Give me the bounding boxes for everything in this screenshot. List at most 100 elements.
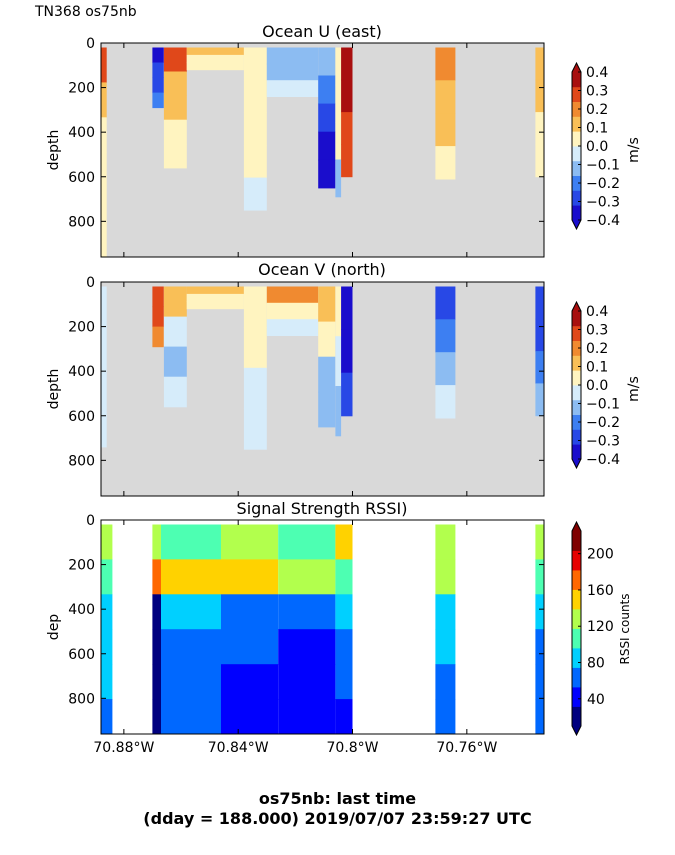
colorbar-segment (572, 687, 581, 707)
heatmap-cell (435, 594, 456, 630)
heatmap-cell (318, 286, 336, 323)
colorbar-segment (572, 101, 581, 117)
colorbar-tick-label: −0.3 (586, 434, 620, 450)
colorbar-tick-label: −0.1 (586, 397, 620, 413)
heatmap-cell (335, 159, 342, 198)
heatmap-cell (266, 286, 319, 304)
colorbar-extend-top (572, 302, 581, 311)
colorbar-tick-label: 200 (587, 547, 614, 563)
footer-title: os75nb: last time (258, 789, 417, 808)
footer-subtitle: (dday = 188.000) 2019/07/07 23:59:27 UTC (143, 809, 532, 828)
colorbar-segment (572, 667, 581, 688)
heatmap-cell (335, 47, 342, 86)
colorbar-extend-bottom (572, 726, 581, 735)
heatmap-cell (535, 559, 544, 595)
colorbar-extend-top (572, 63, 581, 72)
heatmap-cell (101, 187, 107, 223)
heatmap-cell (341, 47, 353, 81)
y-tick-label: 800 (68, 453, 95, 469)
colorbar-segment (572, 628, 581, 649)
heatmap-cell (163, 47, 187, 73)
heatmap-cell (243, 177, 267, 211)
y-axis: 0 200 400 600 800 (68, 36, 544, 230)
colorbar-extend-bottom (572, 459, 581, 468)
colorbar-segment (572, 190, 581, 206)
y-axis: 0 200 400 600 800 (68, 275, 544, 469)
heatmap-cell (335, 559, 353, 595)
panel-title: Ocean U (east) (262, 22, 382, 41)
heatmap-cell (101, 594, 113, 630)
y-axis-label: depth (46, 369, 62, 410)
colorbar: 0.4 0.3 0.2 0.1 0.0 −0.1 −0.2 −0.3 −0.4 (571, 300, 620, 470)
heatmap-cell (341, 144, 353, 178)
heatmap-cell (535, 79, 544, 113)
colorbar-segment (572, 116, 581, 132)
heatmap-cell (266, 47, 319, 65)
heatmap-cell (101, 82, 107, 118)
heatmap-cell (101, 286, 107, 328)
colorbar-segment (572, 72, 581, 88)
y-axis: 0 200 400 600 800 (68, 513, 544, 707)
heatmap-cell (318, 391, 336, 428)
heatmap-cell (266, 80, 319, 97)
heatmap-cell (161, 524, 221, 560)
heatmap-cell (101, 47, 107, 83)
heatmap-cell (221, 629, 279, 665)
heatmap-cells (101, 47, 544, 257)
colorbar-tick-label: 0.1 (586, 360, 608, 376)
heatmap-cell (335, 386, 342, 437)
colorbar-label: RSSI counts (618, 593, 632, 664)
y-tick-label: 600 (68, 409, 95, 425)
colorbar-segment (572, 706, 581, 727)
heatmap-cell (161, 559, 221, 595)
heatmap-cell (435, 47, 456, 81)
heatmap-cell (163, 376, 187, 408)
heatmap-cell (318, 75, 336, 105)
colorbar-tick-label: −0.2 (586, 415, 620, 431)
heatmap-cell (535, 318, 544, 352)
heatmap-cell (535, 629, 544, 665)
heatmap-cell (152, 559, 161, 595)
y-axis-label: depth (46, 130, 62, 171)
colorbar-segment (572, 414, 581, 430)
heatmap-cell (335, 336, 342, 387)
heatmap-cell (161, 629, 221, 665)
colorbar-tick-label: −0.2 (586, 176, 620, 192)
colorbar-segment (572, 340, 581, 356)
heatmap-cell (278, 594, 336, 630)
colorbar-segment (572, 648, 581, 668)
colorbar: 0.4 0.3 0.2 0.1 0.0 −0.1 −0.2 −0.3 −0.4 (571, 61, 620, 231)
heatmap-cell (435, 80, 456, 114)
colorbar-segment (572, 531, 581, 551)
heatmap-cell (243, 112, 267, 146)
heatmap-cell (152, 306, 164, 328)
heatmap-cell (152, 594, 161, 630)
heatmap-cell (435, 559, 456, 595)
heatmap-cell (243, 47, 267, 81)
heatmap-cell (152, 326, 164, 348)
colorbar-tick-label: 120 (587, 619, 614, 635)
heatmap-cell (335, 664, 353, 700)
heatmap-cell (101, 699, 113, 734)
heatmap-cell (152, 699, 161, 734)
y-tick-label: 0 (86, 513, 95, 529)
heatmap-cell (435, 319, 456, 353)
heatmap-cell (163, 143, 187, 169)
heatmap-cell (101, 664, 113, 700)
heatmap-cell (152, 286, 164, 308)
heatmap-cell (163, 95, 187, 121)
colorbar-segment (572, 444, 581, 460)
colorbar-tick-label: 0.2 (586, 341, 608, 357)
heatmap-cell (335, 286, 342, 337)
heatmap-cell (341, 329, 353, 374)
heatmap-cell (163, 71, 187, 97)
heatmap-cell (152, 524, 161, 560)
heatmap-cell (318, 159, 336, 189)
colorbar-segment (572, 570, 581, 590)
colorbar-tick-label: 0.0 (586, 139, 608, 155)
heatmap-cell (186, 286, 244, 295)
heatmap-cell (152, 629, 161, 665)
